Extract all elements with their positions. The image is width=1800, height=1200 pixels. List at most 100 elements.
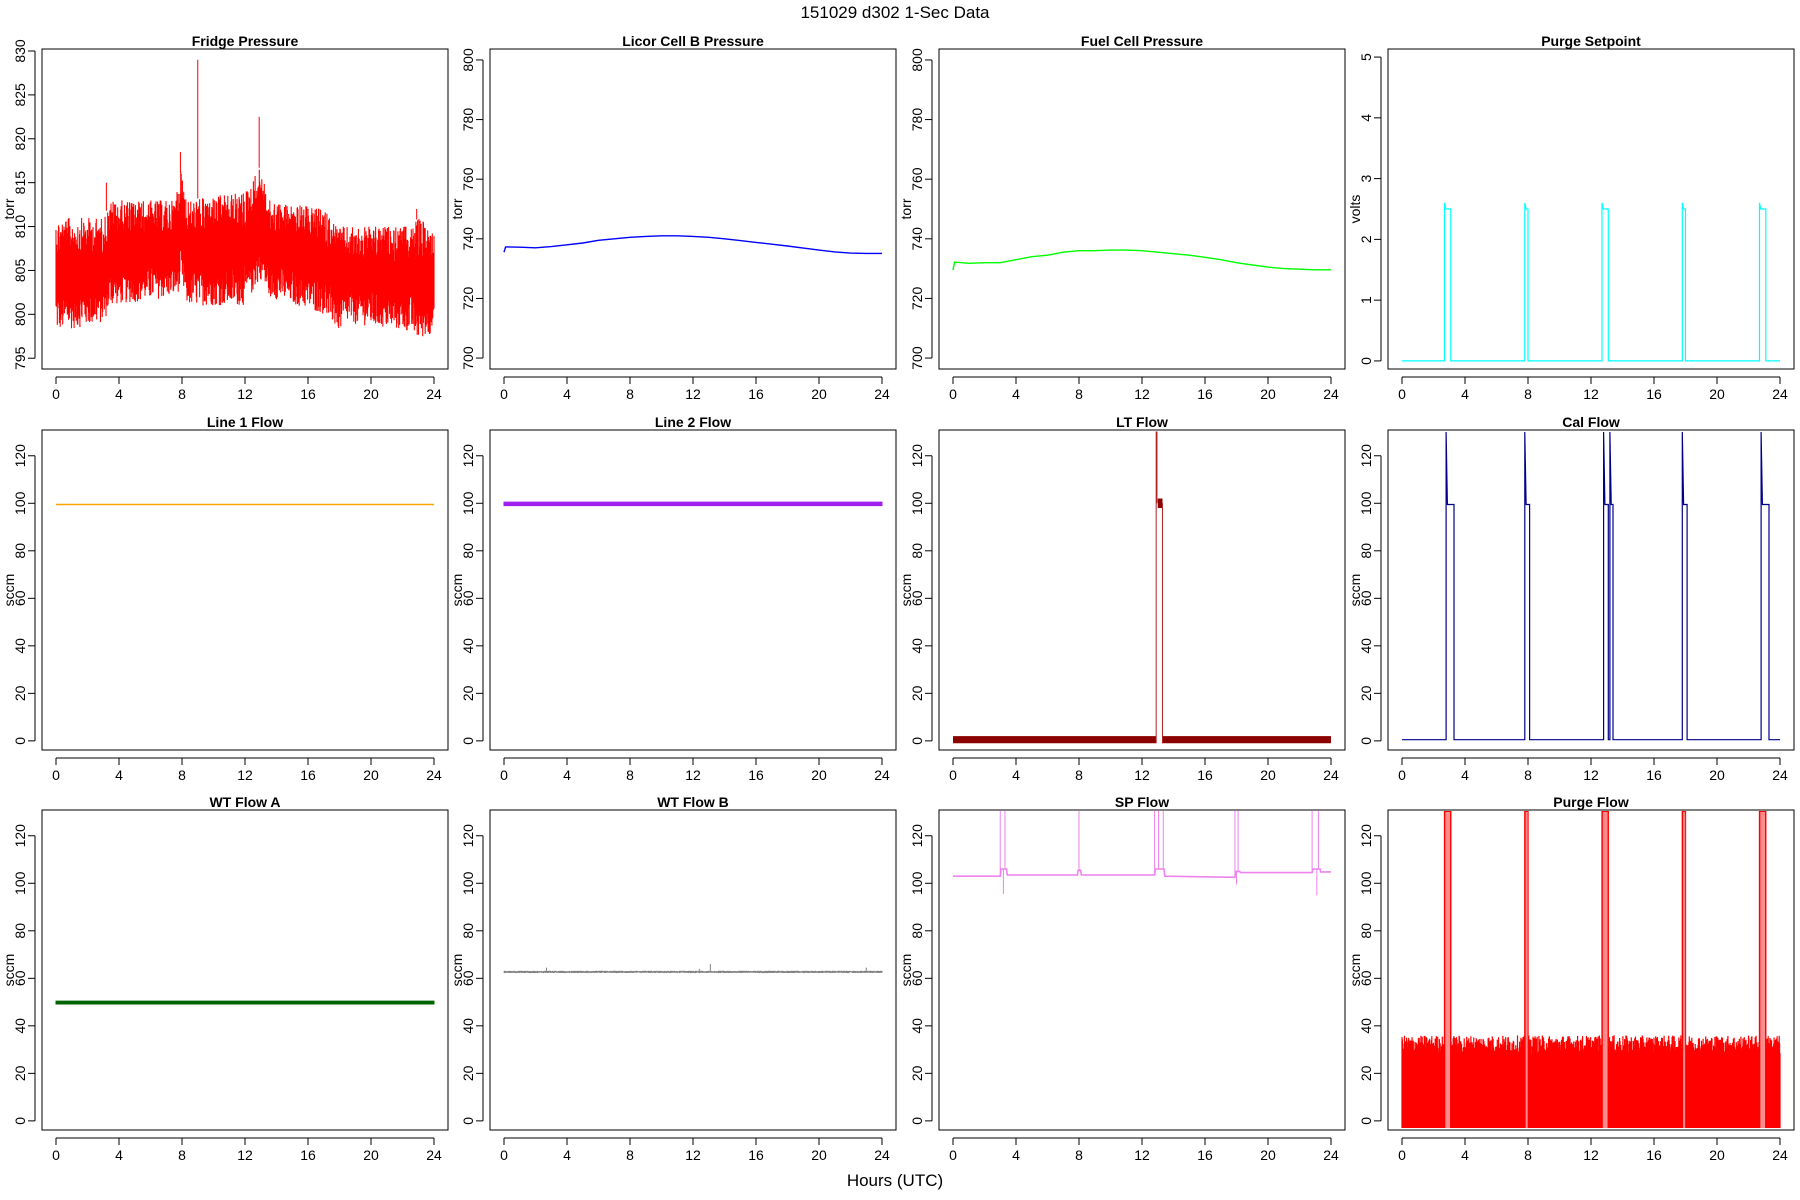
series-group bbox=[503, 964, 883, 974]
panel-title: Purge Setpoint bbox=[1541, 33, 1641, 49]
x-tick-label: 12 bbox=[1583, 1147, 1599, 1163]
y-tick-label: 60 bbox=[12, 590, 28, 606]
y-tick-label: 80 bbox=[909, 543, 925, 559]
series-line bbox=[503, 235, 882, 255]
x-tick-label: 20 bbox=[1709, 1147, 1725, 1163]
x-tick-label: 24 bbox=[1323, 767, 1339, 783]
x-tick-label: 12 bbox=[685, 386, 701, 402]
y-tick-label: 780 bbox=[460, 108, 476, 132]
y-tick-label: 80 bbox=[460, 923, 476, 939]
panel-title: LT Flow bbox=[1116, 414, 1168, 430]
x-tick-label: 16 bbox=[300, 767, 316, 783]
panel: Licor Cell B Pressure torr 0 4 8 12 16 20 24 700 7… bbox=[449, 33, 897, 402]
panel-title: Fuel Cell Pressure bbox=[1081, 33, 1203, 49]
series-group bbox=[503, 501, 883, 507]
series-group bbox=[1401, 811, 1781, 1128]
plot-frame bbox=[41, 429, 449, 751]
x-tick-label: 16 bbox=[1646, 1147, 1662, 1163]
panel: LT Flow sccm 0 4 8 12 16 20 24 0 20 40 60 80 100 120 bbox=[898, 414, 1346, 783]
x-tick-label: 8 bbox=[1524, 386, 1532, 402]
x-tick-label: 8 bbox=[626, 386, 634, 402]
series-plateau bbox=[1157, 498, 1163, 509]
plot-frame bbox=[1387, 429, 1795, 751]
y-tick-label: 60 bbox=[460, 590, 476, 606]
x-tick-label: 16 bbox=[1197, 1147, 1213, 1163]
series-band bbox=[1162, 736, 1331, 744]
y-tick-label: 20 bbox=[1358, 1065, 1374, 1081]
x-tick-label: 24 bbox=[426, 1147, 442, 1163]
y-tick-label: 760 bbox=[460, 167, 476, 191]
x-tick-label: 8 bbox=[178, 386, 186, 402]
y-tick-label: 40 bbox=[909, 638, 925, 654]
x-tick-label: 24 bbox=[1772, 386, 1788, 402]
x-tick-label: 0 bbox=[52, 767, 60, 783]
x-tick-label: 4 bbox=[1461, 1147, 1469, 1163]
x-tick-label: 24 bbox=[874, 386, 890, 402]
y-tick-label: 700 bbox=[909, 346, 925, 370]
x-tick-label: 24 bbox=[426, 767, 442, 783]
series-spike bbox=[1155, 431, 1158, 744]
panel: Fridge Pressure torr 0 4 8 12 16 20 24 795 800 805 8… bbox=[1, 33, 449, 402]
y-tick-label: 80 bbox=[909, 923, 925, 939]
series-noise bbox=[1401, 1035, 1781, 1128]
y-tick-label: 3 bbox=[1358, 175, 1374, 183]
y-tick-label: 0 bbox=[460, 737, 476, 745]
y-tick-label: 800 bbox=[12, 302, 28, 326]
y-tick-label: 795 bbox=[12, 346, 28, 370]
x-tick-label: 4 bbox=[1012, 1147, 1020, 1163]
y-tick-label: 120 bbox=[12, 824, 28, 848]
x-tick-label: 12 bbox=[685, 767, 701, 783]
x-tick-label: 0 bbox=[500, 767, 508, 783]
y-tick-label: 20 bbox=[12, 1065, 28, 1081]
figure-xlabel: Hours (UTC) bbox=[847, 1171, 943, 1190]
panel-title: Cal Flow bbox=[1562, 414, 1620, 430]
x-tick-label: 0 bbox=[949, 1147, 957, 1163]
panel: Purge Flow sccm 0 4 8 12 16 20 24 0 20 40 60 80 100 120 bbox=[1347, 794, 1795, 1163]
x-tick-label: 24 bbox=[874, 1147, 890, 1163]
y-tick-label: 2 bbox=[1358, 235, 1374, 243]
series-noise bbox=[55, 169, 435, 337]
x-tick-label: 0 bbox=[500, 1147, 508, 1163]
y-tick-label: 700 bbox=[460, 346, 476, 370]
panel: WT Flow B sccm 0 4 8 12 16 20 24 0 20 40 60 80 100 120 bbox=[449, 794, 897, 1163]
y-tick-label: 40 bbox=[460, 1018, 476, 1034]
x-tick-label: 12 bbox=[1583, 386, 1599, 402]
panel: WT Flow A sccm 0 4 8 12 16 20 24 0 20 40 60 80 100 120 bbox=[1, 794, 449, 1163]
y-tick-label: 0 bbox=[1358, 1117, 1374, 1125]
x-tick-label: 4 bbox=[563, 1147, 571, 1163]
y-tick-label: 80 bbox=[460, 543, 476, 559]
x-tick-label: 16 bbox=[748, 386, 764, 402]
x-tick-label: 16 bbox=[300, 386, 316, 402]
plot-frame bbox=[938, 809, 1346, 1131]
series-group bbox=[953, 811, 1331, 896]
y-axis-label: torr bbox=[898, 198, 914, 219]
y-tick-label: 120 bbox=[909, 824, 925, 848]
x-tick-label: 8 bbox=[178, 1147, 186, 1163]
x-tick-label: 24 bbox=[1772, 767, 1788, 783]
y-axis-label: torr bbox=[449, 198, 465, 219]
x-tick-label: 16 bbox=[1197, 767, 1213, 783]
series-line bbox=[952, 249, 1331, 271]
panel-title: WT Flow B bbox=[657, 794, 729, 810]
x-tick-label: 20 bbox=[1260, 767, 1276, 783]
y-axis-label: torr bbox=[1, 198, 17, 219]
y-axis-label: sccm bbox=[1, 574, 17, 607]
x-tick-label: 20 bbox=[363, 386, 379, 402]
x-tick-label: 8 bbox=[178, 767, 186, 783]
x-tick-label: 12 bbox=[237, 386, 253, 402]
x-tick-label: 24 bbox=[1772, 1147, 1788, 1163]
y-tick-label: 80 bbox=[1358, 543, 1374, 559]
y-tick-label: 800 bbox=[909, 48, 925, 72]
plot-frame bbox=[1387, 48, 1795, 370]
y-axis-label: volts bbox=[1347, 195, 1363, 224]
series-group bbox=[1402, 202, 1780, 362]
y-tick-label: 720 bbox=[460, 287, 476, 311]
x-tick-label: 8 bbox=[626, 767, 634, 783]
y-tick-label: 60 bbox=[909, 590, 925, 606]
y-tick-label: 100 bbox=[12, 491, 28, 515]
x-tick-label: 12 bbox=[237, 767, 253, 783]
y-tick-label: 100 bbox=[1358, 871, 1374, 895]
panel: Line 1 Flow sccm 0 4 8 12 16 20 24 0 20 40 60 80 100 12… bbox=[1, 414, 449, 783]
y-tick-label: 120 bbox=[1358, 444, 1374, 468]
y-tick-label: 60 bbox=[12, 970, 28, 986]
